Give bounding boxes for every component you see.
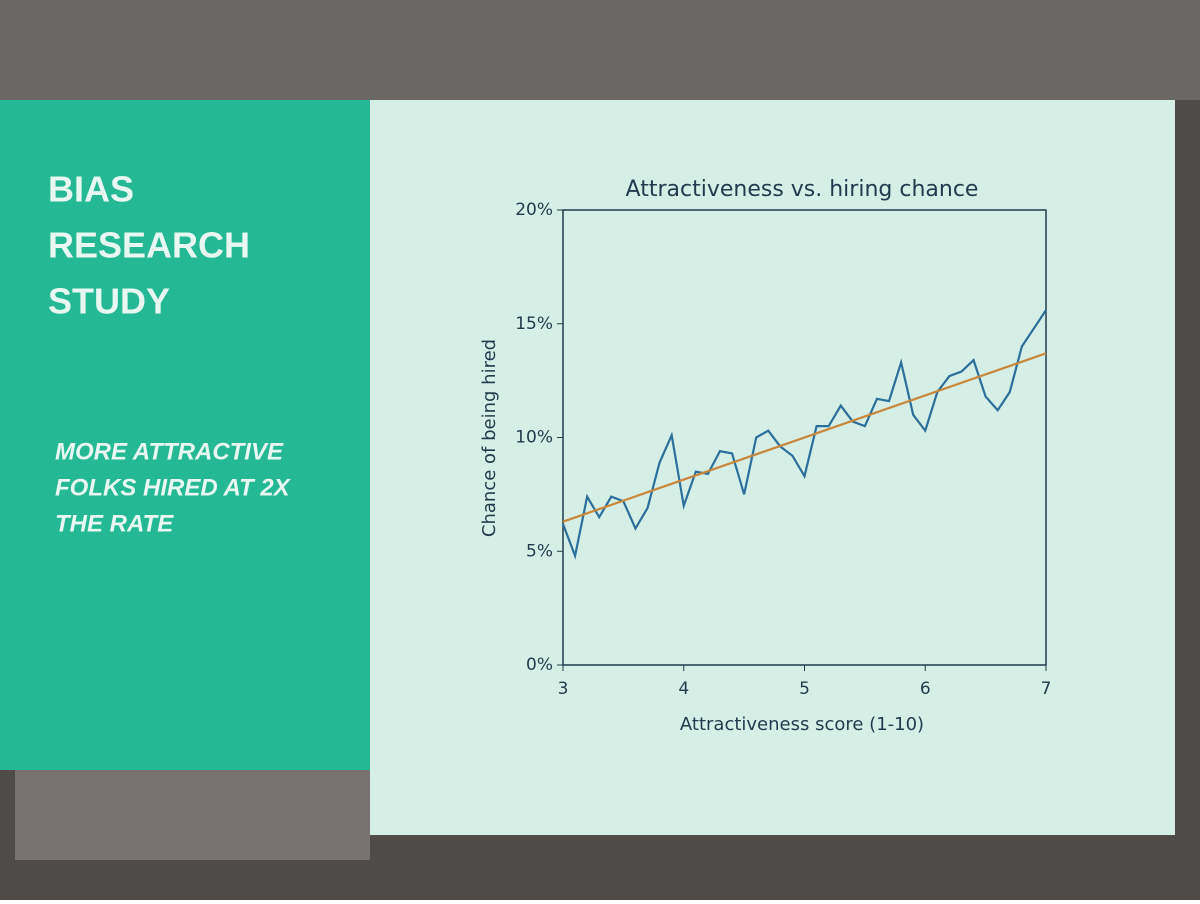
data-line	[561, 309, 1047, 560]
y-tick-label: 0%	[526, 655, 553, 675]
screen-border	[15, 770, 370, 860]
right-panel	[370, 100, 1175, 835]
subtitle: MORE ATTRACTIVE FOLKS HIRED AT 2X THE RATE	[55, 438, 292, 537]
subtitle-line: MORE ATTRACTIVE	[55, 438, 284, 465]
y-tick-label: 10%	[515, 428, 553, 448]
x-tick-label: 5	[799, 679, 810, 699]
heading-line: STUDY	[48, 281, 170, 322]
heading-line: RESEARCH	[48, 225, 250, 266]
y-axis-label: Chance of being hired	[479, 339, 500, 537]
heading-line: BIAS	[48, 169, 134, 210]
left-panel	[0, 100, 370, 770]
wall	[0, 0, 1200, 100]
subtitle-line: THE RATE	[55, 510, 174, 537]
x-tick-label: 4	[678, 679, 689, 699]
x-tick-label: 7	[1041, 679, 1052, 699]
y-tick-label: 15%	[515, 314, 553, 334]
x-axis-label: Attractiveness score (1-10)	[680, 714, 924, 735]
data-line	[562, 352, 1047, 523]
heading: BIAS RESEARCH STUDY	[48, 169, 250, 322]
x-tick-label: 6	[920, 679, 931, 699]
chart-title: Attractiveness vs. hiring chance	[626, 177, 979, 202]
x-tick-label: 3	[558, 679, 569, 699]
subtitle-line: FOLKS HIRED AT 2X	[55, 474, 292, 501]
y-tick-label: 20%	[515, 200, 553, 220]
y-tick-label: 5%	[526, 541, 553, 561]
